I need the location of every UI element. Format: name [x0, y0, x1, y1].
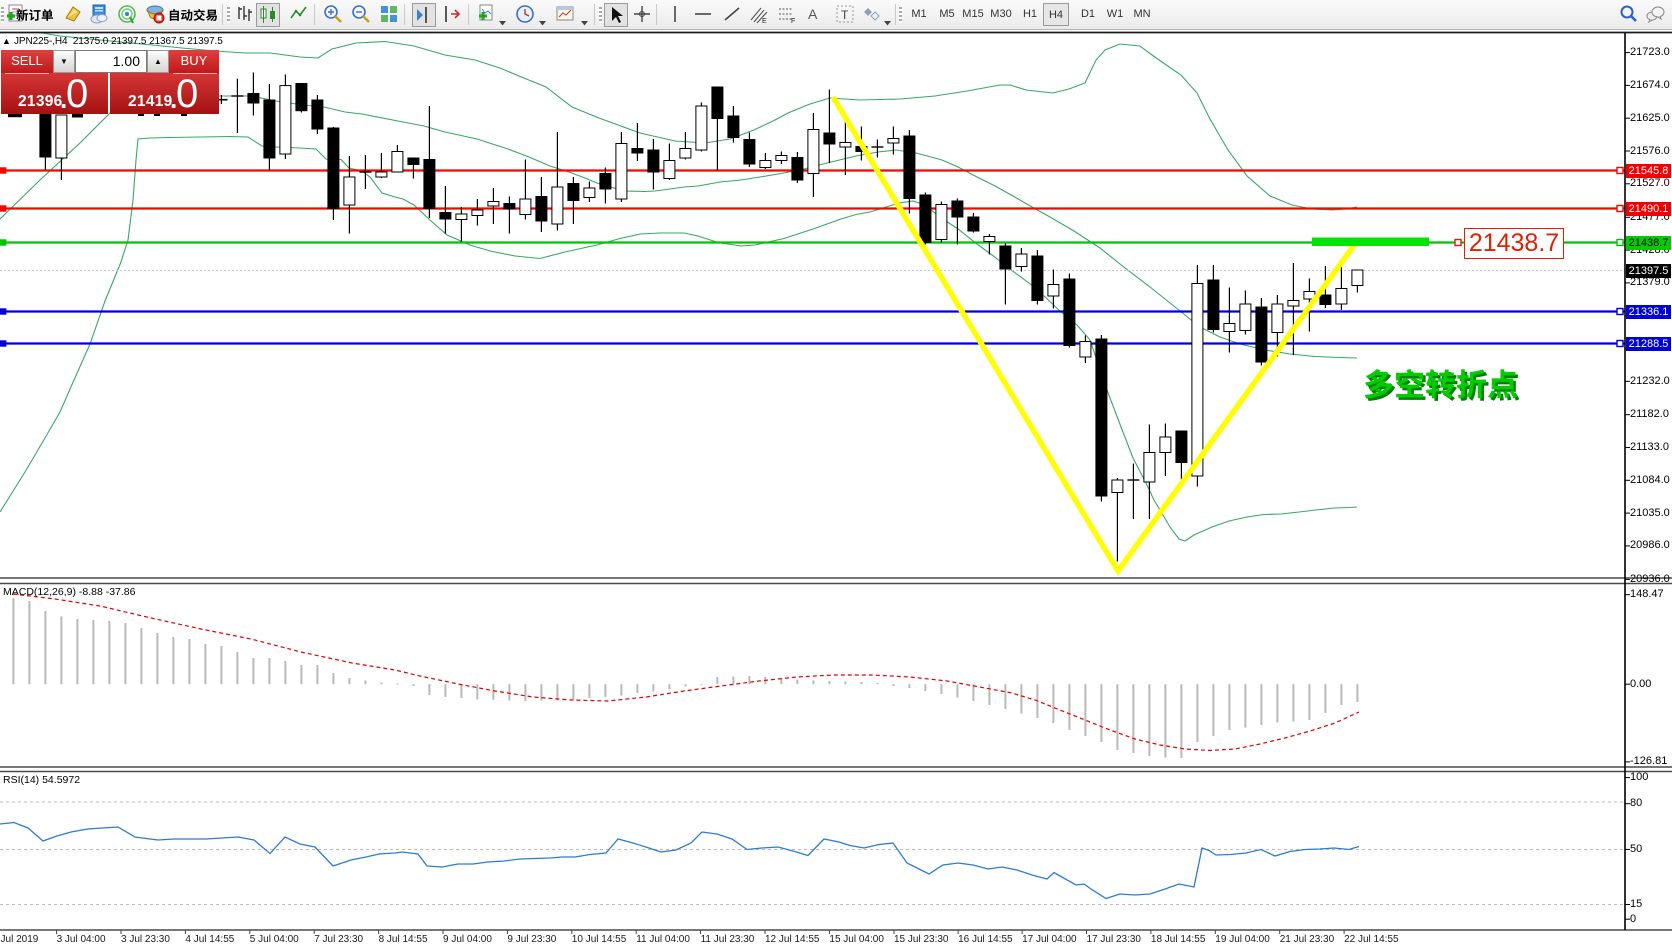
svg-text:F: F — [791, 18, 795, 24]
svg-text:T: T — [841, 8, 849, 22]
svg-text:E: E — [762, 18, 767, 24]
